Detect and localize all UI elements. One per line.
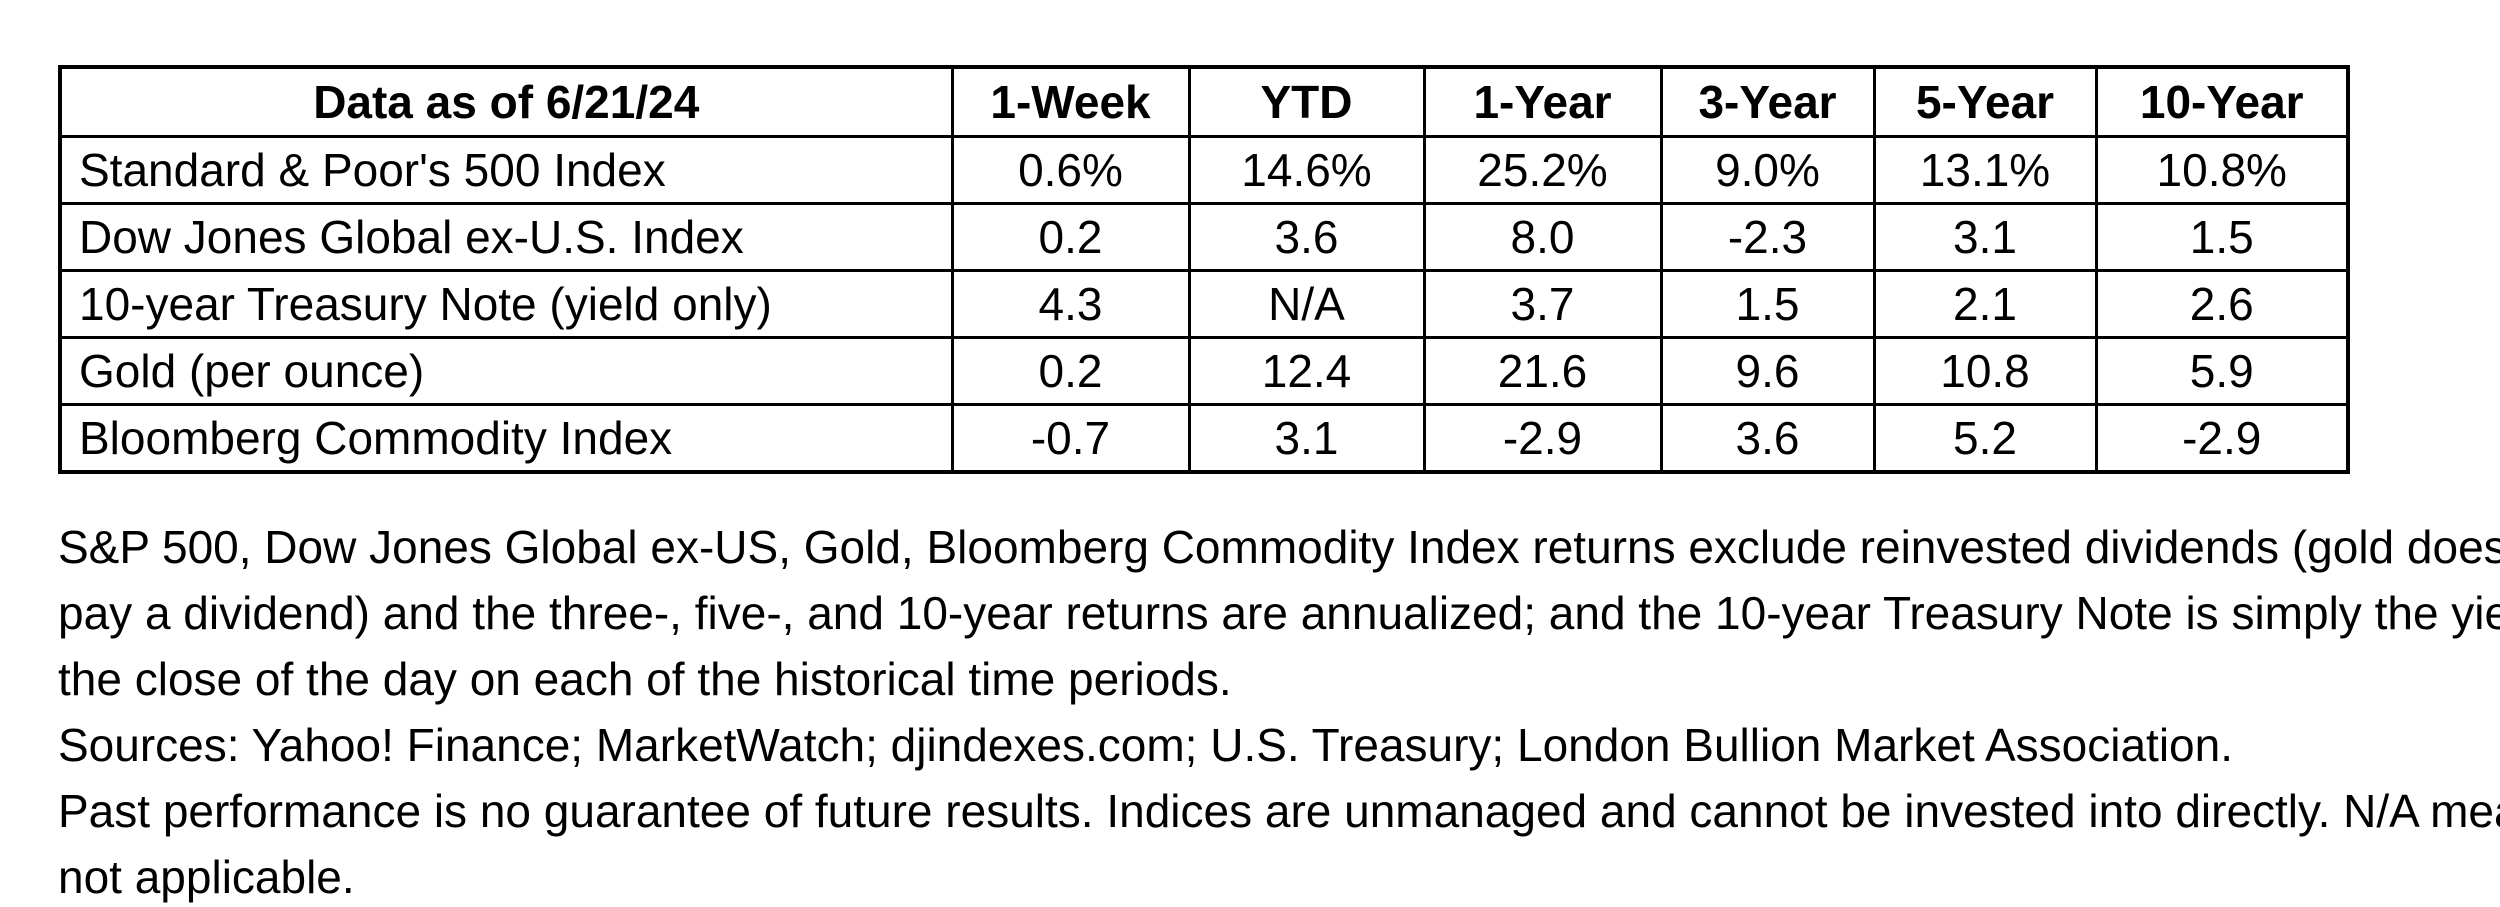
- cell-value: 3.6: [1187, 202, 1426, 272]
- col-header-3-year: 3-Year: [1659, 65, 1876, 138]
- col-header-1-week: 1-Week: [950, 65, 1191, 138]
- footnote-line: not applicable.: [58, 851, 355, 903]
- cell-value: 0.2: [950, 336, 1191, 406]
- market-returns-table: Data as of 6/21/24 1-Week YTD 1-Year 3-Y…: [58, 65, 2350, 474]
- cell-value: 3.6: [1659, 403, 1876, 474]
- col-header-10-year: 10-Year: [2094, 65, 2350, 138]
- table-row-dow-global: Dow Jones Global ex-U.S. Index 0.2 3.6 8…: [58, 202, 2350, 272]
- footnotes-block: S&P 500, Dow Jones Global ex-US, Gold, B…: [58, 514, 2500, 907]
- cell-value: 12.4: [1187, 336, 1426, 406]
- cell-value: -2.9: [2094, 403, 2350, 474]
- cell-value: N/A: [1187, 269, 1426, 339]
- col-header-ytd: YTD: [1187, 65, 1426, 138]
- cell-value: 4.3: [950, 269, 1191, 339]
- table-row-treasury: 10-year Treasury Note (yield only) 4.3 N…: [58, 269, 2350, 339]
- cell-value: 1.5: [2094, 202, 2350, 272]
- cell-value: 3.7: [1422, 269, 1663, 339]
- footnote-line: S&P 500, Dow Jones Global ex-US, Gold, B…: [58, 521, 2500, 573]
- cell-value: 13.1%: [1872, 135, 2098, 205]
- table-header-row: Data as of 6/21/24 1-Week YTD 1-Year 3-Y…: [58, 65, 2350, 138]
- cell-value: 5.2: [1872, 403, 2098, 474]
- cell-value: 0.6%: [950, 135, 1191, 205]
- cell-value: 10.8%: [2094, 135, 2350, 205]
- table-row-sp500: Standard & Poor's 500 Index 0.6% 14.6% 2…: [58, 135, 2350, 205]
- cell-value: 2.1: [1872, 269, 2098, 339]
- cell-value: -2.3: [1659, 202, 1876, 272]
- cell-value: 25.2%: [1422, 135, 1663, 205]
- footnote-line: Past performance is no guarantee of futu…: [58, 785, 2500, 837]
- cell-value: 21.6: [1422, 336, 1663, 406]
- cell-value: 9.0%: [1659, 135, 1876, 205]
- cell-value: -0.7: [950, 403, 1191, 474]
- cell-value: 3.1: [1187, 403, 1426, 474]
- cell-value: 3.1: [1872, 202, 2098, 272]
- table-title: Data as of 6/21/24: [58, 65, 954, 138]
- row-label: Bloomberg Commodity Index: [58, 403, 954, 474]
- cell-value: 10.8: [1872, 336, 2098, 406]
- cell-value: 2.6: [2094, 269, 2350, 339]
- cell-value: -2.9: [1422, 403, 1663, 474]
- footnote-line: the close of the day on each of the hist…: [58, 653, 1232, 705]
- row-label: Dow Jones Global ex-U.S. Index: [58, 202, 954, 272]
- cell-value: 1.5: [1659, 269, 1876, 339]
- cell-value: 8.0: [1422, 202, 1663, 272]
- cell-value: 0.2: [950, 202, 1191, 272]
- row-label: Standard & Poor's 500 Index: [58, 135, 954, 205]
- col-header-1-year: 1-Year: [1422, 65, 1663, 138]
- col-header-5-year: 5-Year: [1872, 65, 2098, 138]
- footnote-line: pay a dividend) and the three-, five-, a…: [58, 587, 2500, 639]
- footnote-line: Sources: Yahoo! Finance; MarketWatch; dj…: [58, 719, 2233, 771]
- cell-value: 14.6%: [1187, 135, 1426, 205]
- row-label: Gold (per ounce): [58, 336, 954, 406]
- cell-value: 5.9: [2094, 336, 2350, 406]
- table-row-gold: Gold (per ounce) 0.2 12.4 21.6 9.6 10.8 …: [58, 336, 2350, 406]
- row-label: 10-year Treasury Note (yield only): [58, 269, 954, 339]
- table-row-bloomberg-commodity: Bloomberg Commodity Index -0.7 3.1 -2.9 …: [58, 403, 2350, 474]
- cell-value: 9.6: [1659, 336, 1876, 406]
